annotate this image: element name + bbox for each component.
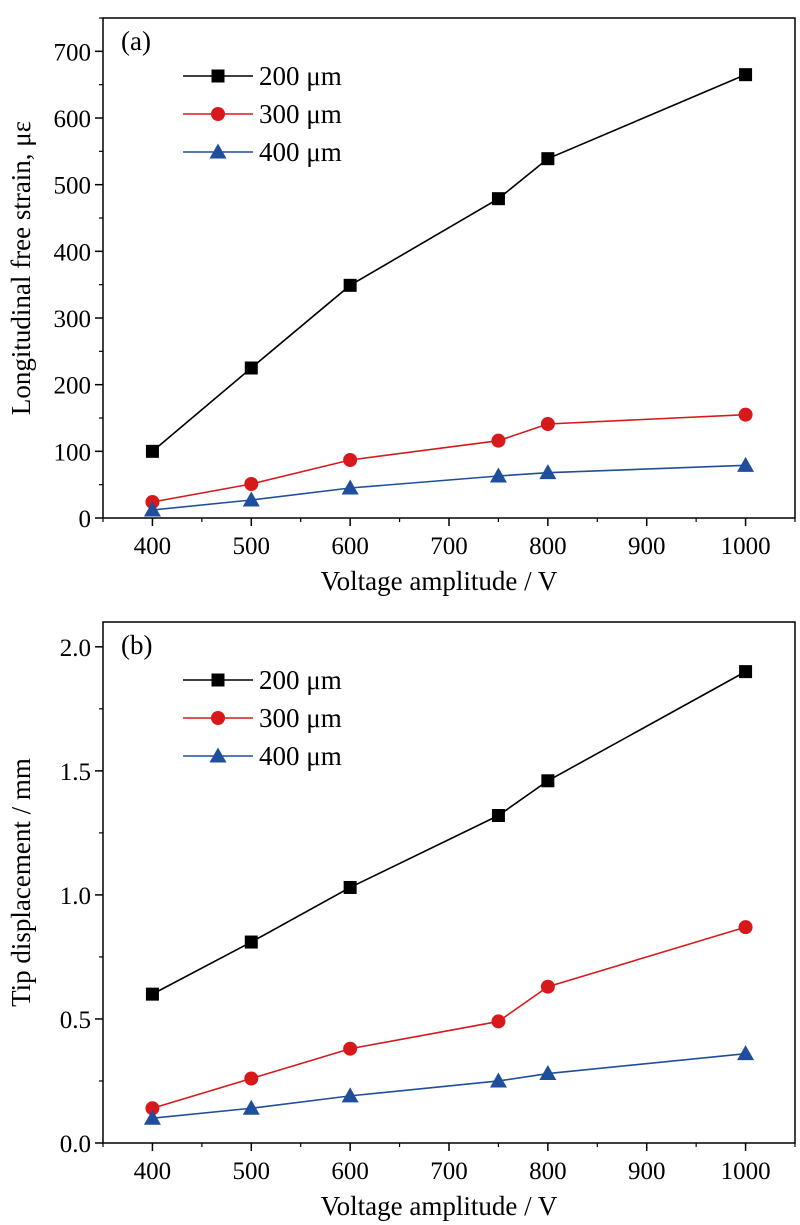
- x-axis-title: Voltage amplitude / V: [321, 1191, 558, 1221]
- legend-label: 200 μm: [259, 61, 342, 91]
- x-tick-label: 400: [134, 533, 172, 560]
- data-point: [541, 152, 555, 166]
- series-triangle: [143, 1045, 755, 1125]
- data-point: [738, 407, 753, 422]
- x-tick-label: 600: [331, 533, 369, 560]
- data-point: [343, 880, 357, 894]
- x-tick-label: 900: [628, 1158, 666, 1185]
- legend-marker: [211, 673, 225, 687]
- legend: 200 μm 300 μm 400 μm: [183, 61, 342, 167]
- legend-label: 200 μm: [259, 665, 342, 695]
- data-point: [489, 1072, 507, 1088]
- series-square: [145, 665, 753, 1001]
- x-tick-label: 500: [233, 1158, 271, 1185]
- data-point: [539, 464, 557, 480]
- data-point: [491, 192, 505, 206]
- x-tick-label: 800: [529, 533, 567, 560]
- data-point: [737, 456, 755, 472]
- x-tick-label: 1000: [721, 1158, 771, 1185]
- data-point: [491, 1014, 506, 1029]
- legend-marker: [209, 747, 227, 763]
- y-tick-label: 0.5: [60, 1007, 91, 1034]
- legend-label: 400 μm: [259, 137, 342, 167]
- data-point: [242, 1099, 260, 1115]
- y-tick-label: 0: [79, 506, 92, 533]
- legend-label: 300 μm: [259, 703, 342, 733]
- data-point: [540, 417, 555, 431]
- y-tick-label: 100: [54, 439, 92, 466]
- series-circle: [145, 407, 753, 509]
- series-line: [152, 926, 746, 1110]
- data-point: [143, 501, 161, 517]
- y-tick-label: 200: [54, 373, 92, 400]
- y-tick-label: 700: [54, 39, 92, 66]
- y-tick-label: 300: [54, 306, 92, 333]
- data-point: [539, 1065, 557, 1081]
- data-point: [244, 935, 258, 949]
- y-tick-label: 400: [54, 239, 92, 266]
- data-point: [341, 479, 359, 495]
- data-point: [491, 809, 505, 823]
- x-tick-label: 400: [134, 1158, 172, 1185]
- series-line: [152, 670, 746, 995]
- data-point: [244, 361, 258, 375]
- data-point: [244, 477, 259, 491]
- data-point: [491, 433, 506, 448]
- series-line: [151, 73, 746, 452]
- data-point: [244, 1071, 259, 1086]
- y-tick-label: 1.5: [60, 759, 91, 786]
- legend-marker: [211, 711, 225, 725]
- y-tick-label: 500: [54, 173, 92, 200]
- chart-panel-a: 400 500 600 700 800 900 1000 0 100 200 300 400 500 60…: [6, 17, 796, 596]
- plot-frame: [102, 17, 796, 519]
- data-point: [739, 68, 753, 82]
- x-axis-title: Voltage amplitude / V: [321, 566, 558, 596]
- legend-label: 400 μm: [259, 741, 342, 771]
- panel-label: (a): [121, 26, 151, 56]
- panel-label: (b): [121, 630, 152, 660]
- y-tick-label: 0.0: [60, 1131, 91, 1158]
- y-axis-title: Tip displacement / mm: [6, 758, 36, 1007]
- series-square: [145, 68, 753, 458]
- legend-marker: [211, 69, 225, 83]
- legend-marker: [209, 143, 227, 159]
- x-tick-label: 600: [331, 1158, 369, 1185]
- data-point: [143, 1109, 161, 1125]
- data-point: [341, 1087, 359, 1103]
- x-tick-label: 800: [529, 1158, 567, 1185]
- data-point: [242, 491, 260, 507]
- x-tick-label: 900: [628, 533, 666, 560]
- data-point: [738, 920, 753, 935]
- series-line: [152, 1052, 746, 1119]
- x-tick-label: 700: [430, 1158, 468, 1185]
- series-line: [152, 413, 746, 503]
- legend-marker: [211, 107, 225, 121]
- y-axis-title: Longitudinal free strain, με: [6, 121, 36, 415]
- y-tick-label: 600: [54, 106, 92, 133]
- x-tick-label: 500: [233, 533, 271, 560]
- plot-frame: [102, 621, 796, 1144]
- data-point: [739, 665, 753, 679]
- series-triangle: [143, 456, 755, 517]
- data-point: [343, 453, 358, 467]
- data-point: [489, 467, 507, 483]
- y-tick-label: 1.0: [60, 883, 91, 910]
- data-point: [343, 1041, 358, 1056]
- data-point: [541, 774, 555, 788]
- data-point: [145, 444, 159, 458]
- data-point: [145, 1101, 160, 1116]
- series-circle: [145, 920, 753, 1116]
- x-tick-label: 1000: [721, 533, 771, 560]
- series-line: [152, 464, 746, 511]
- legend: 200 μm 300 μm 400 μm: [183, 665, 342, 771]
- chart-panel-b: 400 500 600 700 800 900 1000 0.0 0.5 1.0 1.5 2.0 Vol…: [6, 621, 796, 1221]
- data-point: [737, 1045, 755, 1061]
- data-point: [343, 278, 357, 292]
- x-tick-label: 700: [430, 533, 468, 560]
- data-point: [145, 987, 159, 1001]
- data-point: [540, 979, 555, 994]
- legend-label: 300 μm: [259, 99, 342, 129]
- y-tick-label: 2.0: [60, 635, 91, 662]
